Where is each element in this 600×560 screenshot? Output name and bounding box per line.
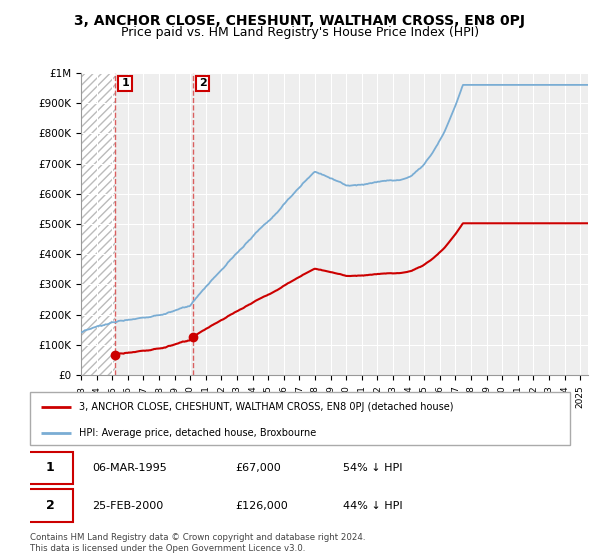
Text: Price paid vs. HM Land Registry's House Price Index (HPI): Price paid vs. HM Land Registry's House …	[121, 26, 479, 39]
FancyBboxPatch shape	[30, 392, 570, 445]
Text: HPI: Average price, detached house, Broxbourne: HPI: Average price, detached house, Brox…	[79, 428, 316, 438]
Text: Contains HM Land Registry data © Crown copyright and database right 2024.
This d: Contains HM Land Registry data © Crown c…	[30, 533, 365, 553]
Text: 2: 2	[199, 78, 206, 88]
Text: 3, ANCHOR CLOSE, CHESHUNT, WALTHAM CROSS, EN8 0PJ (detached house): 3, ANCHOR CLOSE, CHESHUNT, WALTHAM CROSS…	[79, 402, 453, 412]
Text: 25-FEB-2000: 25-FEB-2000	[92, 501, 163, 511]
Text: 54% ↓ HPI: 54% ↓ HPI	[343, 463, 403, 473]
FancyBboxPatch shape	[28, 489, 73, 522]
Text: 3, ANCHOR CLOSE, CHESHUNT, WALTHAM CROSS, EN8 0PJ: 3, ANCHOR CLOSE, CHESHUNT, WALTHAM CROSS…	[74, 14, 526, 28]
Text: 06-MAR-1995: 06-MAR-1995	[92, 463, 167, 473]
Text: 2: 2	[46, 499, 55, 512]
Text: 44% ↓ HPI: 44% ↓ HPI	[343, 501, 403, 511]
FancyBboxPatch shape	[28, 452, 73, 484]
Text: 1: 1	[46, 461, 55, 474]
Text: £67,000: £67,000	[235, 463, 281, 473]
Text: 1: 1	[121, 78, 129, 88]
Text: £126,000: £126,000	[235, 501, 288, 511]
